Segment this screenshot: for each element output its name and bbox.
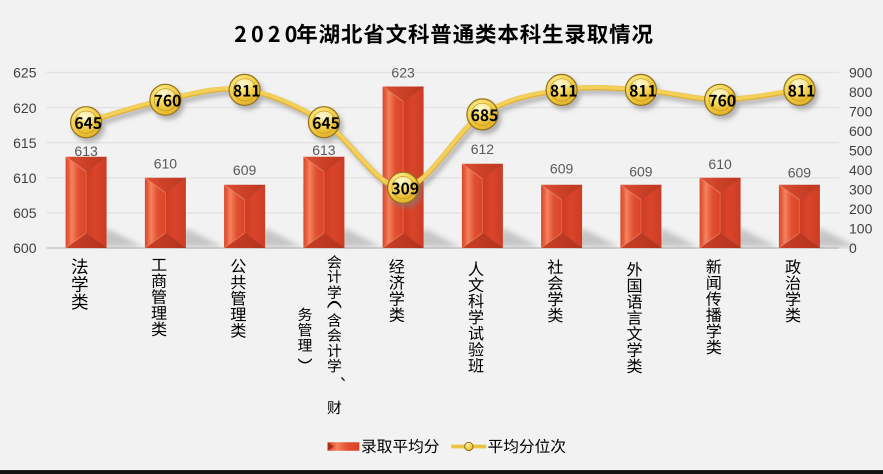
svg-text:600: 600	[13, 240, 37, 256]
svg-text:625: 625	[13, 65, 37, 81]
svg-text:610: 610	[13, 170, 37, 186]
svg-text:600: 600	[849, 123, 873, 139]
svg-text:610: 610	[154, 156, 178, 172]
svg-text:609: 609	[629, 164, 653, 180]
svg-text:613: 613	[312, 142, 336, 158]
svg-text:613: 613	[74, 143, 98, 159]
svg-text:700: 700	[849, 104, 873, 120]
svg-text:500: 500	[849, 143, 873, 159]
svg-text:620: 620	[13, 100, 37, 116]
svg-text:400: 400	[849, 162, 873, 178]
svg-text:609: 609	[788, 165, 812, 181]
svg-text:0: 0	[849, 240, 857, 256]
svg-text:800: 800	[849, 84, 873, 100]
svg-text:615: 615	[13, 135, 37, 151]
svg-text:623: 623	[391, 64, 415, 80]
svg-text:610: 610	[708, 156, 732, 172]
svg-text:612: 612	[471, 141, 495, 157]
svg-text:605: 605	[13, 205, 37, 221]
svg-text:300: 300	[849, 182, 873, 198]
svg-text:200: 200	[849, 201, 873, 217]
svg-text:100: 100	[849, 221, 873, 237]
svg-text:900: 900	[849, 65, 873, 81]
svg-text:609: 609	[550, 161, 574, 177]
svg-text:609: 609	[233, 162, 257, 178]
